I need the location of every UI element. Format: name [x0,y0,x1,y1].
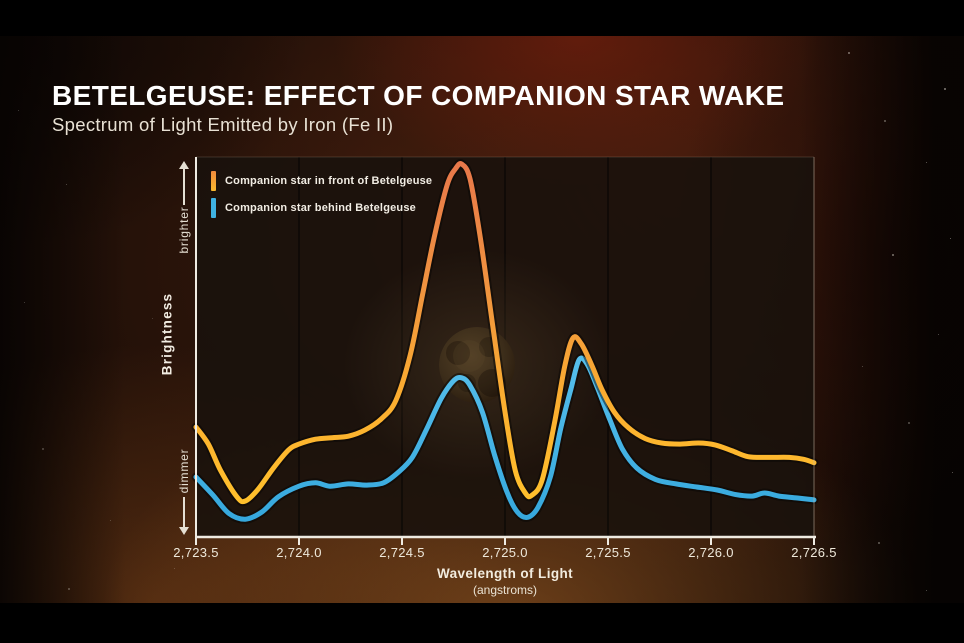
legend-label: Companion star in front of Betelgeuse [225,175,433,187]
dimmer-arrowhead-icon [179,527,189,535]
page-subtitle: Spectrum of Light Emitted by Iron (Fe II… [52,114,394,135]
series-curve [193,355,817,522]
x-tick-label: 2,724.0 [276,545,322,560]
star-dot [110,520,111,521]
legend-swatch [211,198,216,218]
brighter-arrow-icon [183,169,185,205]
x-axis-tickmarks [195,538,815,545]
star-dot [938,334,939,335]
series-curve [193,161,817,505]
x-tick-label: 2,726.0 [688,545,734,560]
letterbox-bottom [0,603,964,643]
x-tick-label: 2,725.5 [585,545,631,560]
y-axis-dimmer-label: dimmer [177,448,191,494]
star-dot [950,238,951,239]
star-dot [848,52,850,54]
star-dot [66,184,67,185]
star-dot [862,366,863,367]
legend-item: Companion star behind Betelgeuse [211,198,432,218]
x-tick-label: 2,725.0 [482,545,528,560]
x-axis-unit: (angstroms) [472,583,538,597]
x-axis-title: Wavelength of Light [436,566,574,581]
star-dot [174,568,175,569]
star-dot [926,162,927,163]
star-dot [926,590,927,591]
star-dot [908,422,910,424]
legend-swatch [211,171,216,191]
star-dot [24,302,25,303]
chart-legend: Companion star in front of Betelgeuse Com… [211,171,432,218]
star-dot [884,120,886,122]
dimmer-arrow-icon [183,497,185,527]
x-tick-label: 2,726.5 [791,545,837,560]
y-axis-brighter-label: brighter [177,206,191,254]
star-dot [68,588,70,590]
legend-item: Companion star in front of Betelgeuse [211,171,432,191]
spectrum-curves [191,159,819,524]
star-dot [892,254,894,256]
x-tick-label: 2,724.5 [379,545,425,560]
star-dot [42,448,44,450]
x-tick-label: 2,723.5 [173,545,219,560]
star-dot [878,542,880,544]
y-axis-title: Brightness [159,292,175,376]
star-dot [952,472,953,473]
brighter-arrowhead-icon [179,161,189,169]
star-dot [152,318,153,319]
spectrum-chart [191,156,819,545]
page-title: BETELGEUSE: EFFECT OF COMPANION STAR WAK… [52,80,785,111]
letterbox-top [0,0,964,36]
star-dot [944,88,946,90]
legend-label: Companion star behind Betelgeuse [225,202,416,214]
star-dot [18,110,19,111]
